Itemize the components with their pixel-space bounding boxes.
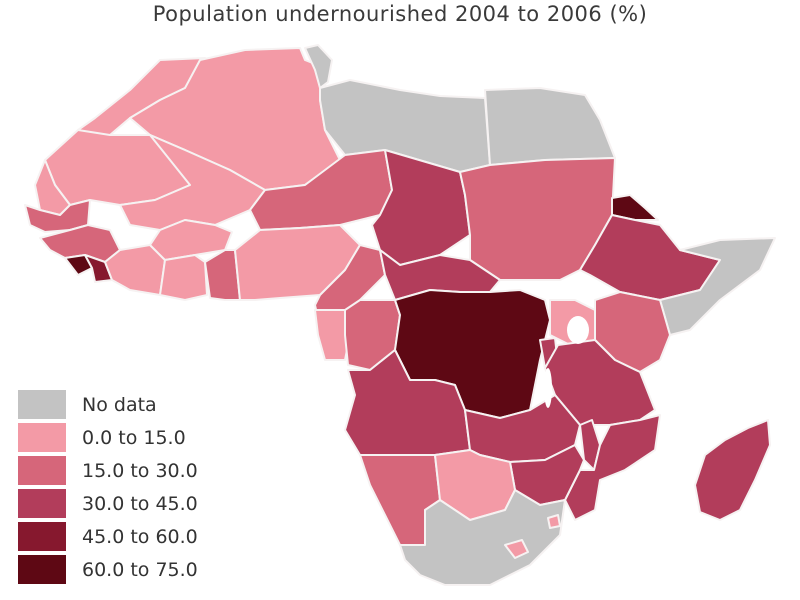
legend: No data 0.0 to 15.0 15.0 to 30.0 30.0 to… [18, 388, 198, 586]
region-senegal [24, 199, 91, 233]
legend-item-no-data: No data [18, 388, 198, 421]
legend-item-45-60: 45.0 to 60.0 [18, 520, 198, 553]
legend-label: 60.0 to 75.0 [82, 558, 198, 581]
legend-item-15-30: 15.0 to 30.0 [18, 454, 198, 487]
region-swaziland [547, 514, 561, 529]
legend-swatch [18, 456, 66, 485]
region-liberia [84, 254, 113, 283]
legend-item-60-75: 60.0 to 75.0 [18, 553, 198, 586]
map-title: Population undernourished 2004 to 2006 (… [152, 2, 648, 26]
region-ghana [159, 254, 208, 301]
legend-swatch [18, 390, 66, 419]
legend-label: No data [82, 393, 157, 416]
lake-victoria [567, 316, 589, 344]
legend-swatch [18, 555, 66, 584]
legend-item-30-45: 30.0 to 45.0 [18, 487, 198, 520]
legend-label: 15.0 to 30.0 [82, 459, 198, 482]
legend-swatch [18, 489, 66, 518]
legend-label: 0.0 to 15.0 [82, 426, 186, 449]
region-lesotho [504, 539, 529, 559]
legend-label: 45.0 to 60.0 [82, 525, 198, 548]
region-mozambique [564, 414, 661, 521]
legend-label: 30.0 to 45.0 [82, 492, 198, 515]
region-somalia [659, 237, 776, 336]
legend-swatch [18, 522, 66, 551]
region-southafrica [399, 489, 566, 586]
lake-tanganyika [544, 368, 552, 408]
region-tunisia [304, 44, 333, 89]
region-egypt [484, 87, 616, 166]
legend-item-0-15: 0.0 to 15.0 [18, 421, 198, 454]
legend-swatch [18, 423, 66, 452]
region-madagascar [694, 419, 771, 521]
